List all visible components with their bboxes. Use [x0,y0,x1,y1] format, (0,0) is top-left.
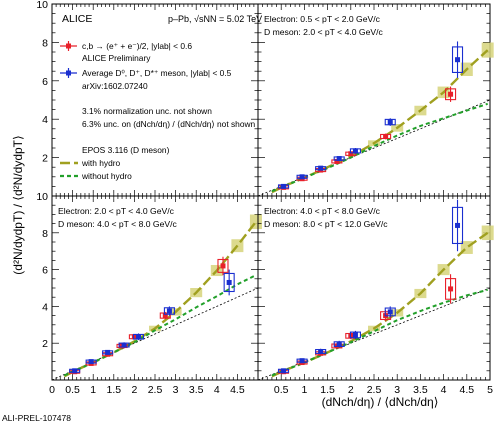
legend-electron-label: c,b → (e⁺ + e⁻)/2, |ylab| < 0.6 [82,41,192,51]
panel-top-left: 2 4 6 8 10 [36,0,259,197]
dmeson-point [121,342,127,348]
y-tick-label: 10 [36,0,48,11]
legend-unc-line1: 3.1% normalization unc. not shown [82,106,212,116]
x-tick-label: 3 [394,384,400,396]
dmeson-point [318,165,324,171]
hydro-uncertainty-box [481,225,494,241]
panel-annotation: D meson: 8.0 < pT < 12.0 GeV/c [264,219,388,229]
legend-electron-marker [60,41,77,51]
dmeson-point [72,368,78,374]
hydro-curve [271,49,489,194]
electron-point [131,334,137,340]
panel-top-right: Electron: 0.5 < pT < 2.0 GeV/c D meson: 2… [257,3,494,197]
legend-system: p–Pb, √sNN = 5.02 TeV [168,14,262,24]
dmeson-point [455,222,461,228]
y-tick-label: 8 [42,37,48,49]
x-tick-label: 2 [131,384,137,396]
dmeson-point [88,359,94,365]
dmeson-point [352,332,358,338]
y-tick-label: 10 [36,191,48,203]
x-tick-label: 4 [214,384,220,396]
watermark: ALI-PREL-107478 [2,413,71,423]
y-tick-label: 6 [42,265,48,277]
legend-unc-line2: 6.3% unc. on (dNch/dη) / ⟨dNch/dη⟩ not s… [82,119,256,129]
y-tick-label: 2 [42,338,48,350]
x-tick-label: 3.5 [413,384,428,396]
panel-annotation: Electron: 0.5 < pT < 2.0 GeV/c [264,14,381,24]
hydro-curve [271,231,489,378]
electron-point [383,133,389,139]
dmeson-point [387,119,393,125]
x-tick-label: 2.5 [367,384,382,396]
x-axis-title: (dNch/dη) / ⟨dNch/dη⟩ [322,395,439,409]
electron-point [334,158,340,164]
dmeson-point [136,334,142,340]
x-tick-label: 3 [173,384,179,396]
panel-annotation: Electron: 4.0 < pT < 8.0 GeV/c [264,206,381,216]
y-tick-label: 4 [42,114,48,126]
x-tick-label: 2 [348,384,354,396]
x-tick-label: 3.5 [189,384,204,396]
nohydro-curve [63,274,257,377]
x-tick-label: 0.5 [65,384,80,396]
panel-bottom-right: 0.5 1 1.5 2 2.5 3 3.5 4 4.5 5 Electron: 4.0 < pT <… [257,195,494,396]
legend-dmeson-label: Average D⁰, D⁺, D*⁺ meson, |ylab| < 0.5 [82,68,232,78]
legend-dmeson-note: arXiv:1602.07240 [82,81,148,91]
electron-point [448,286,454,292]
dmeson-point [318,348,324,354]
legend-model-title: EPOS 3.116 (D meson) [82,145,170,155]
x-tick-label: 1.5 [106,384,121,396]
electron-point [448,91,454,97]
x-tick-label: 1 [301,384,307,396]
dmeson-point [281,368,287,374]
legend-electron-note: ALICE Preliminary [82,53,151,63]
y-axis-title-group: (d²N/dydpT) / ⟨d²N/dydpT⟩ [11,135,25,274]
x-tick-label: 4.5 [230,384,245,396]
dmeson-point [299,174,305,180]
legend-dmeson-marker [60,68,77,78]
x-tick-label: 0 [49,384,55,396]
diagonal-reference-line [257,287,491,381]
legend-hydro-label: with hydro [81,158,121,168]
electron-point [348,151,354,157]
y-axis-title: (d²N/dydpT) / ⟨d²N/dydpT⟩ [11,135,25,274]
legend: ALICE p–Pb, √sNN = 5.02 TeV c,b → (e⁺ + … [60,13,262,181]
panel-annotation: Electron: 2.0 < pT < 4.0 GeV/c [58,206,175,216]
dmeson-point [226,279,232,285]
dmeson-point [281,183,287,189]
dmeson-point [299,358,305,364]
dmeson-point [336,341,342,347]
dmeson-point [352,148,358,154]
electron-point [220,263,226,269]
y-tick-label: 6 [42,76,48,88]
dmeson-point [387,309,393,315]
x-tick-label: 1 [90,384,96,396]
panel-annotation: D meson: 2.0 < pT < 4.0 GeV/c [264,27,383,37]
y-tick-label: 8 [42,228,48,240]
x-tick-label: 5 [487,384,493,396]
x-tick-label: 1.5 [320,384,335,396]
y-tick-label: 2 [42,153,48,165]
nohydro-curve [271,288,488,377]
dmeson-point [105,349,111,355]
dmeson-point [336,156,342,162]
y-tick-label: 4 [42,301,48,313]
panel-annotation: D meson: 4.0 < pT < 8.0 GeV/c [58,219,177,229]
hydro-curve [63,221,257,378]
dmeson-point [455,57,461,63]
panel-bottom-left: 2 4 6 8 10 0 0.5 1 1.5 2 2.5 3 3.5 4 4.5 Electron: 2.0 … [36,191,262,396]
electron-point [162,313,168,319]
x-tick-label: 2.5 [148,384,163,396]
legend-collaboration: ALICE [62,13,92,25]
dmeson-point [166,308,172,314]
legend-nohydro-label: without hydro [81,171,132,181]
x-tick-label: 0.5 [274,384,289,396]
x-tick-label: 4 [441,384,447,396]
x-tick-label: 4.5 [459,384,474,396]
